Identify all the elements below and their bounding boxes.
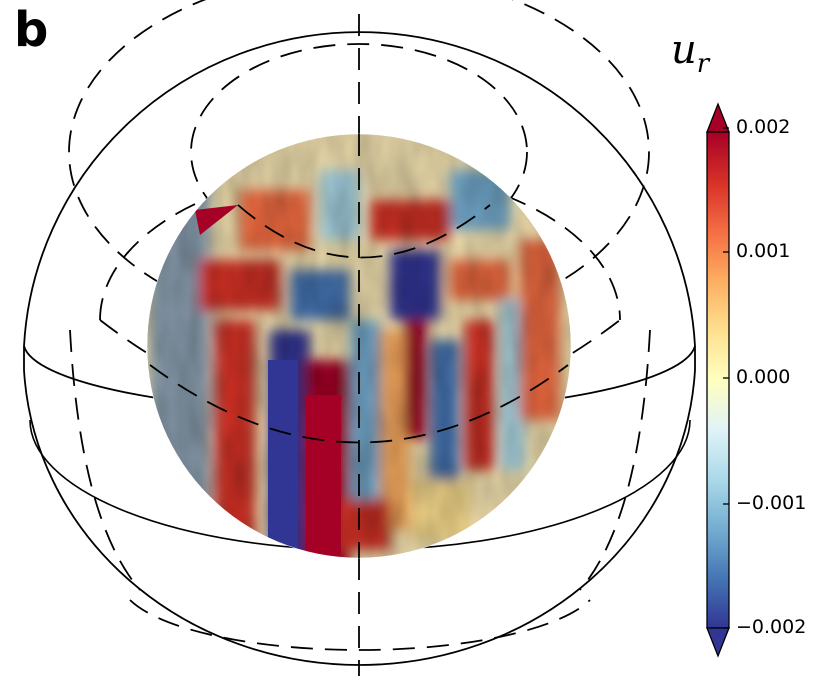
colorbar-ticks [723,127,729,629]
colorbar [706,102,730,658]
colorbar-tick-label: 0.000 [736,366,791,388]
colorbar-bar [706,131,730,629]
colorbar-title: ur [671,30,709,77]
colorbar-title-subscript: r [696,49,710,79]
colorbar-tick-label: −0.001 [736,492,807,514]
colorbar-tick-label: −0.002 [736,616,807,638]
colorbar-title-main: u [671,27,697,73]
inner-dashed-lines [149,134,569,558]
colorbar-min-extension [706,627,730,658]
colorbar-tick-label: 0.001 [736,240,791,262]
panel-label: b [14,2,49,58]
colorbar-tick-label: 0.002 [736,116,791,138]
